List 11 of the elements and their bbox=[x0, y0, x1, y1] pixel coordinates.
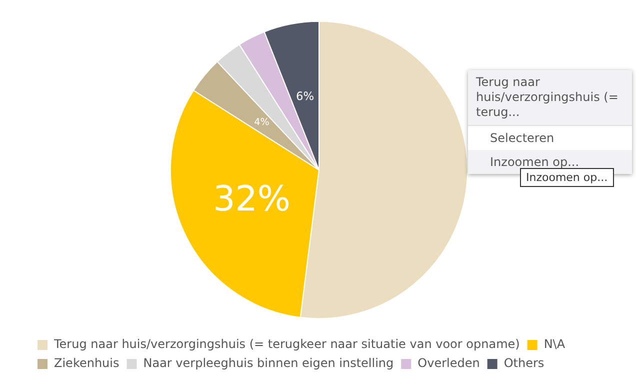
tooltip-box: Inzoomen op... bbox=[520, 168, 614, 187]
data-label: 4% bbox=[254, 117, 270, 128]
legend-label: Naar verpleeghuis binnen eigen instelling bbox=[143, 356, 394, 370]
legend-label: Others bbox=[504, 356, 544, 370]
context-menu: Terug naar huis/verzorgingshuis (= terug... Selecteren Inzoomen op... bbox=[468, 70, 632, 174]
legend-label: N\A bbox=[544, 337, 566, 352]
data-label: 32% bbox=[213, 180, 290, 220]
legend-label: Terug naar huis/verzorgingshuis (= terugkeer naar situatie van voor opname) bbox=[53, 337, 520, 352]
data-label: 6% bbox=[296, 88, 314, 103]
legend-label: Ziekenhuis bbox=[54, 356, 120, 370]
legend-label: Overleden bbox=[418, 356, 480, 370]
